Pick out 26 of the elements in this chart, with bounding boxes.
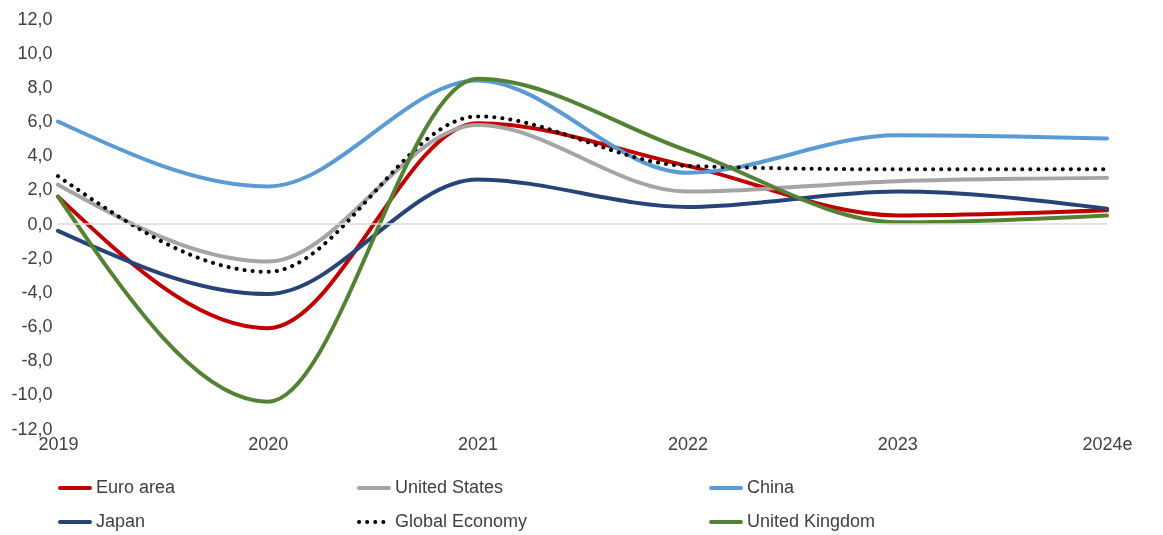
line-series	[56, 177, 1109, 297]
y-tick-label: -8,0	[21, 350, 53, 371]
legend-label: Euro area	[96, 477, 177, 497]
x-tick-label: 2023	[877, 433, 918, 454]
y-tick-label: 2,0	[27, 179, 53, 200]
line-series	[56, 76, 1109, 404]
x-tick-label: 2024e	[1082, 433, 1133, 454]
y-tick-label: -4,0	[21, 281, 53, 302]
legend-label: Japan	[96, 511, 146, 531]
x-tick-label: 2022	[667, 433, 708, 454]
legend-label: United Kingdom	[747, 511, 876, 531]
line-series	[56, 78, 1109, 189]
legend-label: China	[747, 477, 796, 497]
x-tick-label: 2020	[248, 433, 289, 454]
y-tick-label: 6,0	[27, 111, 53, 131]
legend-label: Global Economy	[395, 511, 528, 531]
y-tick-label: -6,0	[21, 316, 53, 336]
y-tick-label: -10,0	[11, 384, 53, 405]
y-tick-label: 4,0	[27, 145, 53, 166]
legend-label: United States	[395, 477, 504, 497]
y-tick-label: 8,0	[27, 76, 53, 97]
y-tick-label: 10,0	[17, 42, 53, 63]
y-tick-label: 12,0	[17, 8, 53, 29]
y-tick-label: 0,0	[27, 213, 53, 234]
y-tick-label: -2,0	[21, 247, 53, 268]
x-tick-label: 2021	[458, 433, 499, 454]
